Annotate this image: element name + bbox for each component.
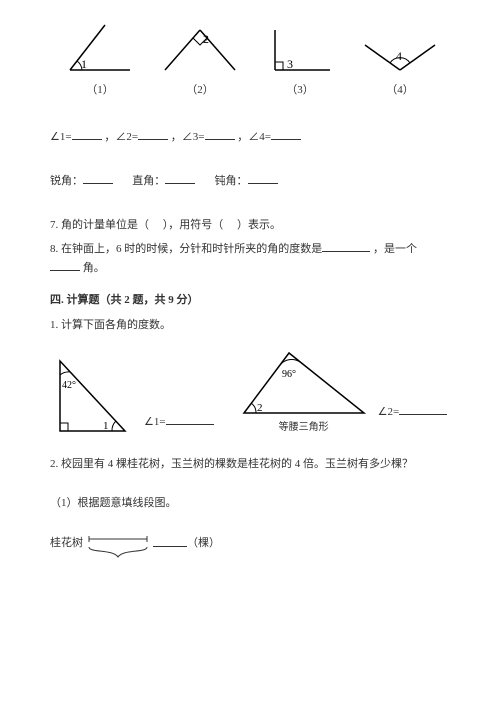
tree-diagram-line: 桂花树 （棵） (50, 535, 450, 559)
calc-1-angle-label: 42° (62, 380, 76, 391)
a2-label: ，∠2= (104, 131, 138, 143)
angle-2-num: 2 (203, 32, 209, 46)
blank-tree (153, 535, 187, 547)
acute-label: 锐角： (50, 175, 83, 187)
calc-1-svg: 42° 1 (50, 351, 140, 436)
blank-a2 (138, 128, 168, 140)
blank-obtuse (248, 172, 278, 184)
angle-4-num: 4 (396, 49, 402, 63)
figure-3: 3 （3） (255, 20, 345, 100)
calc-1: 42° 1 ∠1= (50, 351, 214, 436)
blank-calc2 (399, 403, 447, 415)
q8-b: ，是一个 (373, 243, 417, 255)
tree-label: 桂花树 (50, 535, 83, 553)
q7-c: ）表示。 (237, 219, 281, 231)
angle-4-svg: 4 (360, 20, 440, 80)
angle-3-num: 3 (287, 57, 293, 71)
a3-label: ，∠3= (171, 131, 205, 143)
figure-1: 1 （1） (55, 20, 145, 100)
a1-label: ∠1= (50, 131, 72, 143)
question-8: 8. 在钟面上，6 时的时候，分针和时针所夹的角的度数是 ，是一个 角。 (50, 240, 450, 277)
angle-1-svg: 1 (60, 20, 140, 80)
blank-q8-1 (322, 240, 370, 252)
question-7: 7. 角的计量单位是（ ），用符号（ ）表示。 (50, 217, 450, 235)
blank-q8-2 (50, 259, 80, 271)
tree-unit: （棵） (187, 535, 220, 553)
figure-2: 2 （2） (155, 20, 245, 100)
section-4-title: 四. 计算题（共 2 题，共 9 分） (50, 292, 450, 310)
calc-2-angle-label: 96° (282, 369, 296, 380)
brace-svg (83, 535, 153, 559)
calc-1-corner: 1 (103, 420, 109, 432)
q2-text: 2. 校园里有 4 棵桂花树，玉兰树的棵数是桂花树的 4 倍。玉兰树有多少棵？ (50, 456, 450, 474)
figure-4: 4 （4） (355, 20, 445, 100)
q8-c: 角。 (83, 262, 105, 274)
figure-3-label: （3） (286, 82, 314, 100)
calc-2: 96° 2 等腰三角形 ∠2= (234, 345, 448, 436)
figure-4-label: （4） (386, 82, 414, 100)
blank-calc1 (166, 413, 214, 425)
obtuse-label: 钝角： (215, 175, 248, 187)
a4-label: ，∠4= (237, 131, 271, 143)
angle-figures-row: 1 （1） 2 （2） 3 （3） 4 （4） (50, 20, 450, 100)
blank-acute (83, 172, 113, 184)
calc-2-caption: 等腰三角形 (279, 420, 329, 436)
classify-line: 锐角： 直角： 钝角： (50, 172, 450, 191)
blank-a1 (72, 128, 102, 140)
blank-a4 (271, 128, 301, 140)
blank-a3 (205, 128, 235, 140)
angle-1-num: 1 (81, 57, 87, 71)
calc-figures-row: 42° 1 ∠1= 96° 2 等腰三角形 ∠2= (50, 345, 450, 436)
q7-b: ），用符号（ (163, 219, 224, 231)
calc-2-expr: ∠2= (378, 406, 400, 418)
right-label: 直角： (132, 175, 165, 187)
q1-title: 1. 计算下面各角的度数。 (50, 317, 450, 335)
q8-a: 8. 在钟面上，6 时的时候，分针和时针所夹的角的度数是 (50, 243, 322, 255)
calc-2-svg: 96° 2 (234, 345, 374, 420)
blank-right (165, 172, 195, 184)
figure-1-label: （1） (86, 82, 114, 100)
angle-fill-line: ∠1= ，∠2= ，∠3= ，∠4= (50, 128, 450, 147)
calc-1-expr: ∠1= (144, 416, 166, 428)
figure-2-label: （2） (186, 82, 214, 100)
q2-sub1: （1）根据题意填线段图。 (50, 495, 450, 513)
q7-a: 7. 角的计量单位是（ (50, 219, 149, 231)
calc-2-corner: 2 (257, 402, 263, 414)
angle-2-svg: 2 (160, 20, 240, 80)
angle-3-svg: 3 (260, 20, 340, 80)
